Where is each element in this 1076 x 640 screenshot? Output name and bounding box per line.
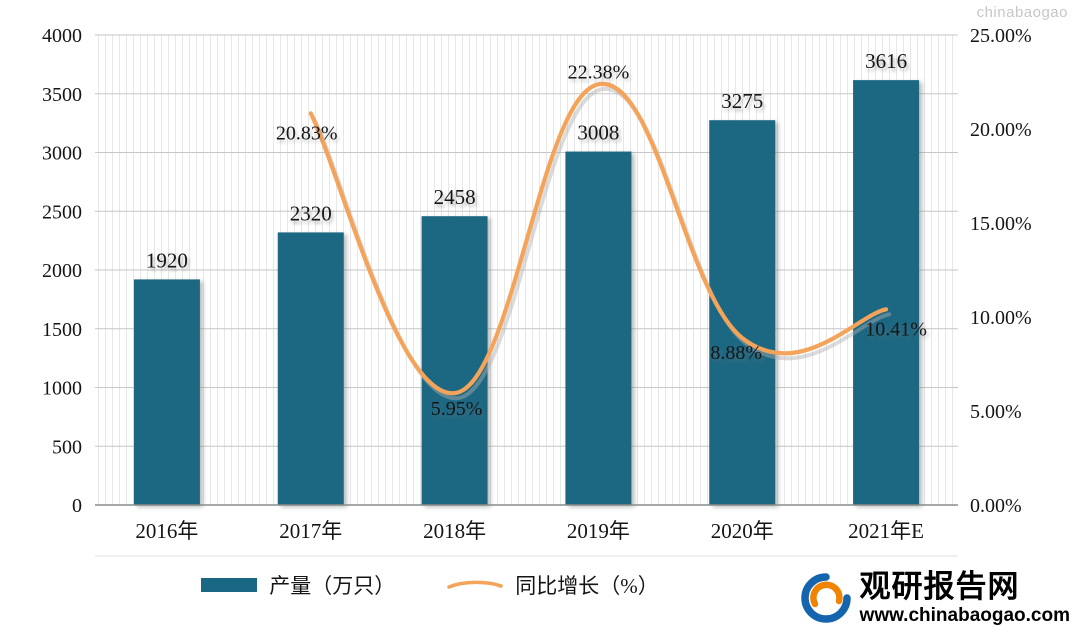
- legend-item-growth: 同比增长（%）: [447, 570, 659, 600]
- legend-item-production: 产量（万只）: [201, 570, 395, 600]
- growth-value-label: 10.41%: [865, 318, 927, 340]
- growth-line: [308, 82, 889, 396]
- legend-line-swatch: [447, 580, 504, 589]
- brand-block: 观研报告网 www.chinabaogao.com: [800, 568, 1070, 627]
- growth-value-label: 20.83%: [276, 122, 338, 144]
- brand-url: www.chinabaogao.com: [859, 605, 1070, 627]
- x-axis-category-label: 2018年: [423, 519, 486, 543]
- x-axis-category-label: 2016年: [135, 519, 198, 543]
- brand-logo-icon: [800, 573, 851, 623]
- growth-value-label: 8.88%: [710, 342, 762, 364]
- y-axis-right-tick-label: 15.00%: [970, 213, 1032, 235]
- bar: [853, 80, 920, 506]
- y-axis-left-tick-label: 1000: [42, 378, 82, 400]
- brand-text: 观研报告网 www.chinabaogao.com: [859, 568, 1070, 627]
- y-axis-right-tick-label: 5.00%: [970, 401, 1022, 423]
- x-axis-category-label: 2019年: [567, 519, 630, 543]
- y-axis-right-tick-label: 25.00%: [970, 25, 1032, 47]
- y-axis-left-tick-label: 2500: [42, 201, 82, 223]
- bar-value-label: 3275: [721, 89, 763, 113]
- brand-name: 观研报告网: [859, 568, 1020, 604]
- y-axis-left-tick-label: 4000: [42, 25, 82, 47]
- x-axis-category-label: 2017年: [279, 519, 342, 543]
- bar-value-label: 3008: [577, 121, 619, 145]
- y-axis-left-tick-label: 2000: [42, 260, 82, 282]
- watermark-text: chinabaogao: [976, 4, 1068, 21]
- bar: [133, 279, 200, 505]
- bar: [421, 216, 488, 505]
- bar-value-label: 2320: [290, 201, 332, 225]
- growth-value-label: 22.38%: [568, 61, 630, 83]
- bar-value-label: 1920: [146, 248, 188, 272]
- legend-line-label: 同比增长（%）: [515, 574, 659, 598]
- y-axis-left-tick-label: 0: [72, 495, 82, 517]
- legend-bar-swatch: [201, 578, 258, 592]
- x-axis-category-label: 2021年E: [848, 519, 924, 543]
- legend: 产量（万只） 同比增长（%）: [0, 570, 860, 600]
- bar: [565, 151, 632, 505]
- y-axis-right-tick-label: 20.00%: [970, 119, 1032, 141]
- y-axis-right-tick-label: 10.00%: [970, 307, 1032, 329]
- y-axis-left-tick-label: 500: [52, 436, 82, 458]
- x-axis-category-label: 2020年: [711, 519, 774, 543]
- y-axis-right-tick-label: 0.00%: [970, 495, 1022, 517]
- growth-value-label: 5.95%: [431, 398, 483, 420]
- bar-value-label: 2458: [434, 185, 476, 209]
- legend-bar-label: 产量（万只）: [269, 574, 396, 598]
- bar: [277, 232, 344, 505]
- y-axis-left-tick-label: 3000: [42, 143, 82, 165]
- y-axis-left-tick-label: 3500: [42, 84, 82, 106]
- bar-value-label: 3616: [865, 49, 907, 73]
- y-axis-left-tick-label: 1500: [42, 319, 82, 341]
